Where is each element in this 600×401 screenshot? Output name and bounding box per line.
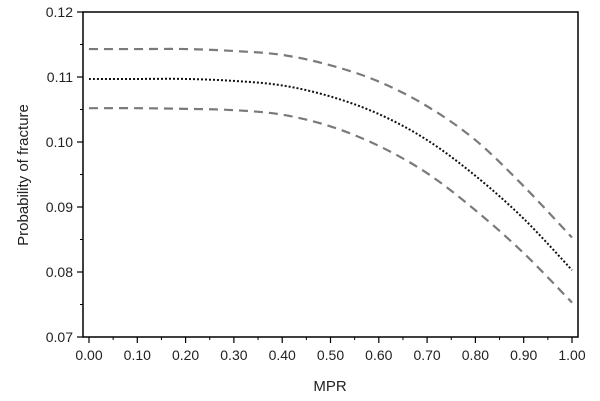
series-upper-ci-line xyxy=(89,47,573,239)
x-tick-label: 0.00 xyxy=(75,347,102,363)
y-tick-label: 0.09 xyxy=(46,199,73,215)
x-tick-label: 0.50 xyxy=(317,347,344,363)
x-tick-label: 0.30 xyxy=(220,347,247,363)
x-tick-label: 0.10 xyxy=(124,347,151,363)
y-axis-title: Probability of fracture xyxy=(15,104,32,246)
x-axis-title: MPR xyxy=(313,378,347,395)
series-layer xyxy=(88,47,573,304)
x-tick-label: 0.40 xyxy=(269,347,296,363)
x-axis: 0.00 0.10 0.20 0.30 0.40 0.50 0.60 0.70 0.80 0.90… xyxy=(75,337,586,363)
x-tick-label: 0.20 xyxy=(172,347,199,363)
y-axis: 0.07 0.08 0.09 0.10 0.11 0.12 xyxy=(46,4,83,345)
y-tick-label: 0.12 xyxy=(46,4,73,20)
y-tick-label: 0.11 xyxy=(47,69,73,85)
plot-frame xyxy=(82,11,579,338)
series-lower-ci-line xyxy=(88,107,573,304)
x-tick-label: 0.80 xyxy=(462,347,489,363)
x-tick-label: 0.90 xyxy=(510,347,537,363)
x-tick-label: 1.00 xyxy=(558,347,585,363)
y-tick-label: 0.10 xyxy=(46,134,73,150)
y-tick-label: 0.07 xyxy=(46,329,73,345)
x-tick-label: 0.60 xyxy=(365,347,392,363)
y-tick-label: 0.08 xyxy=(46,264,73,280)
x-tick-label: 0.70 xyxy=(413,347,440,363)
series-estimate-line xyxy=(88,77,573,271)
